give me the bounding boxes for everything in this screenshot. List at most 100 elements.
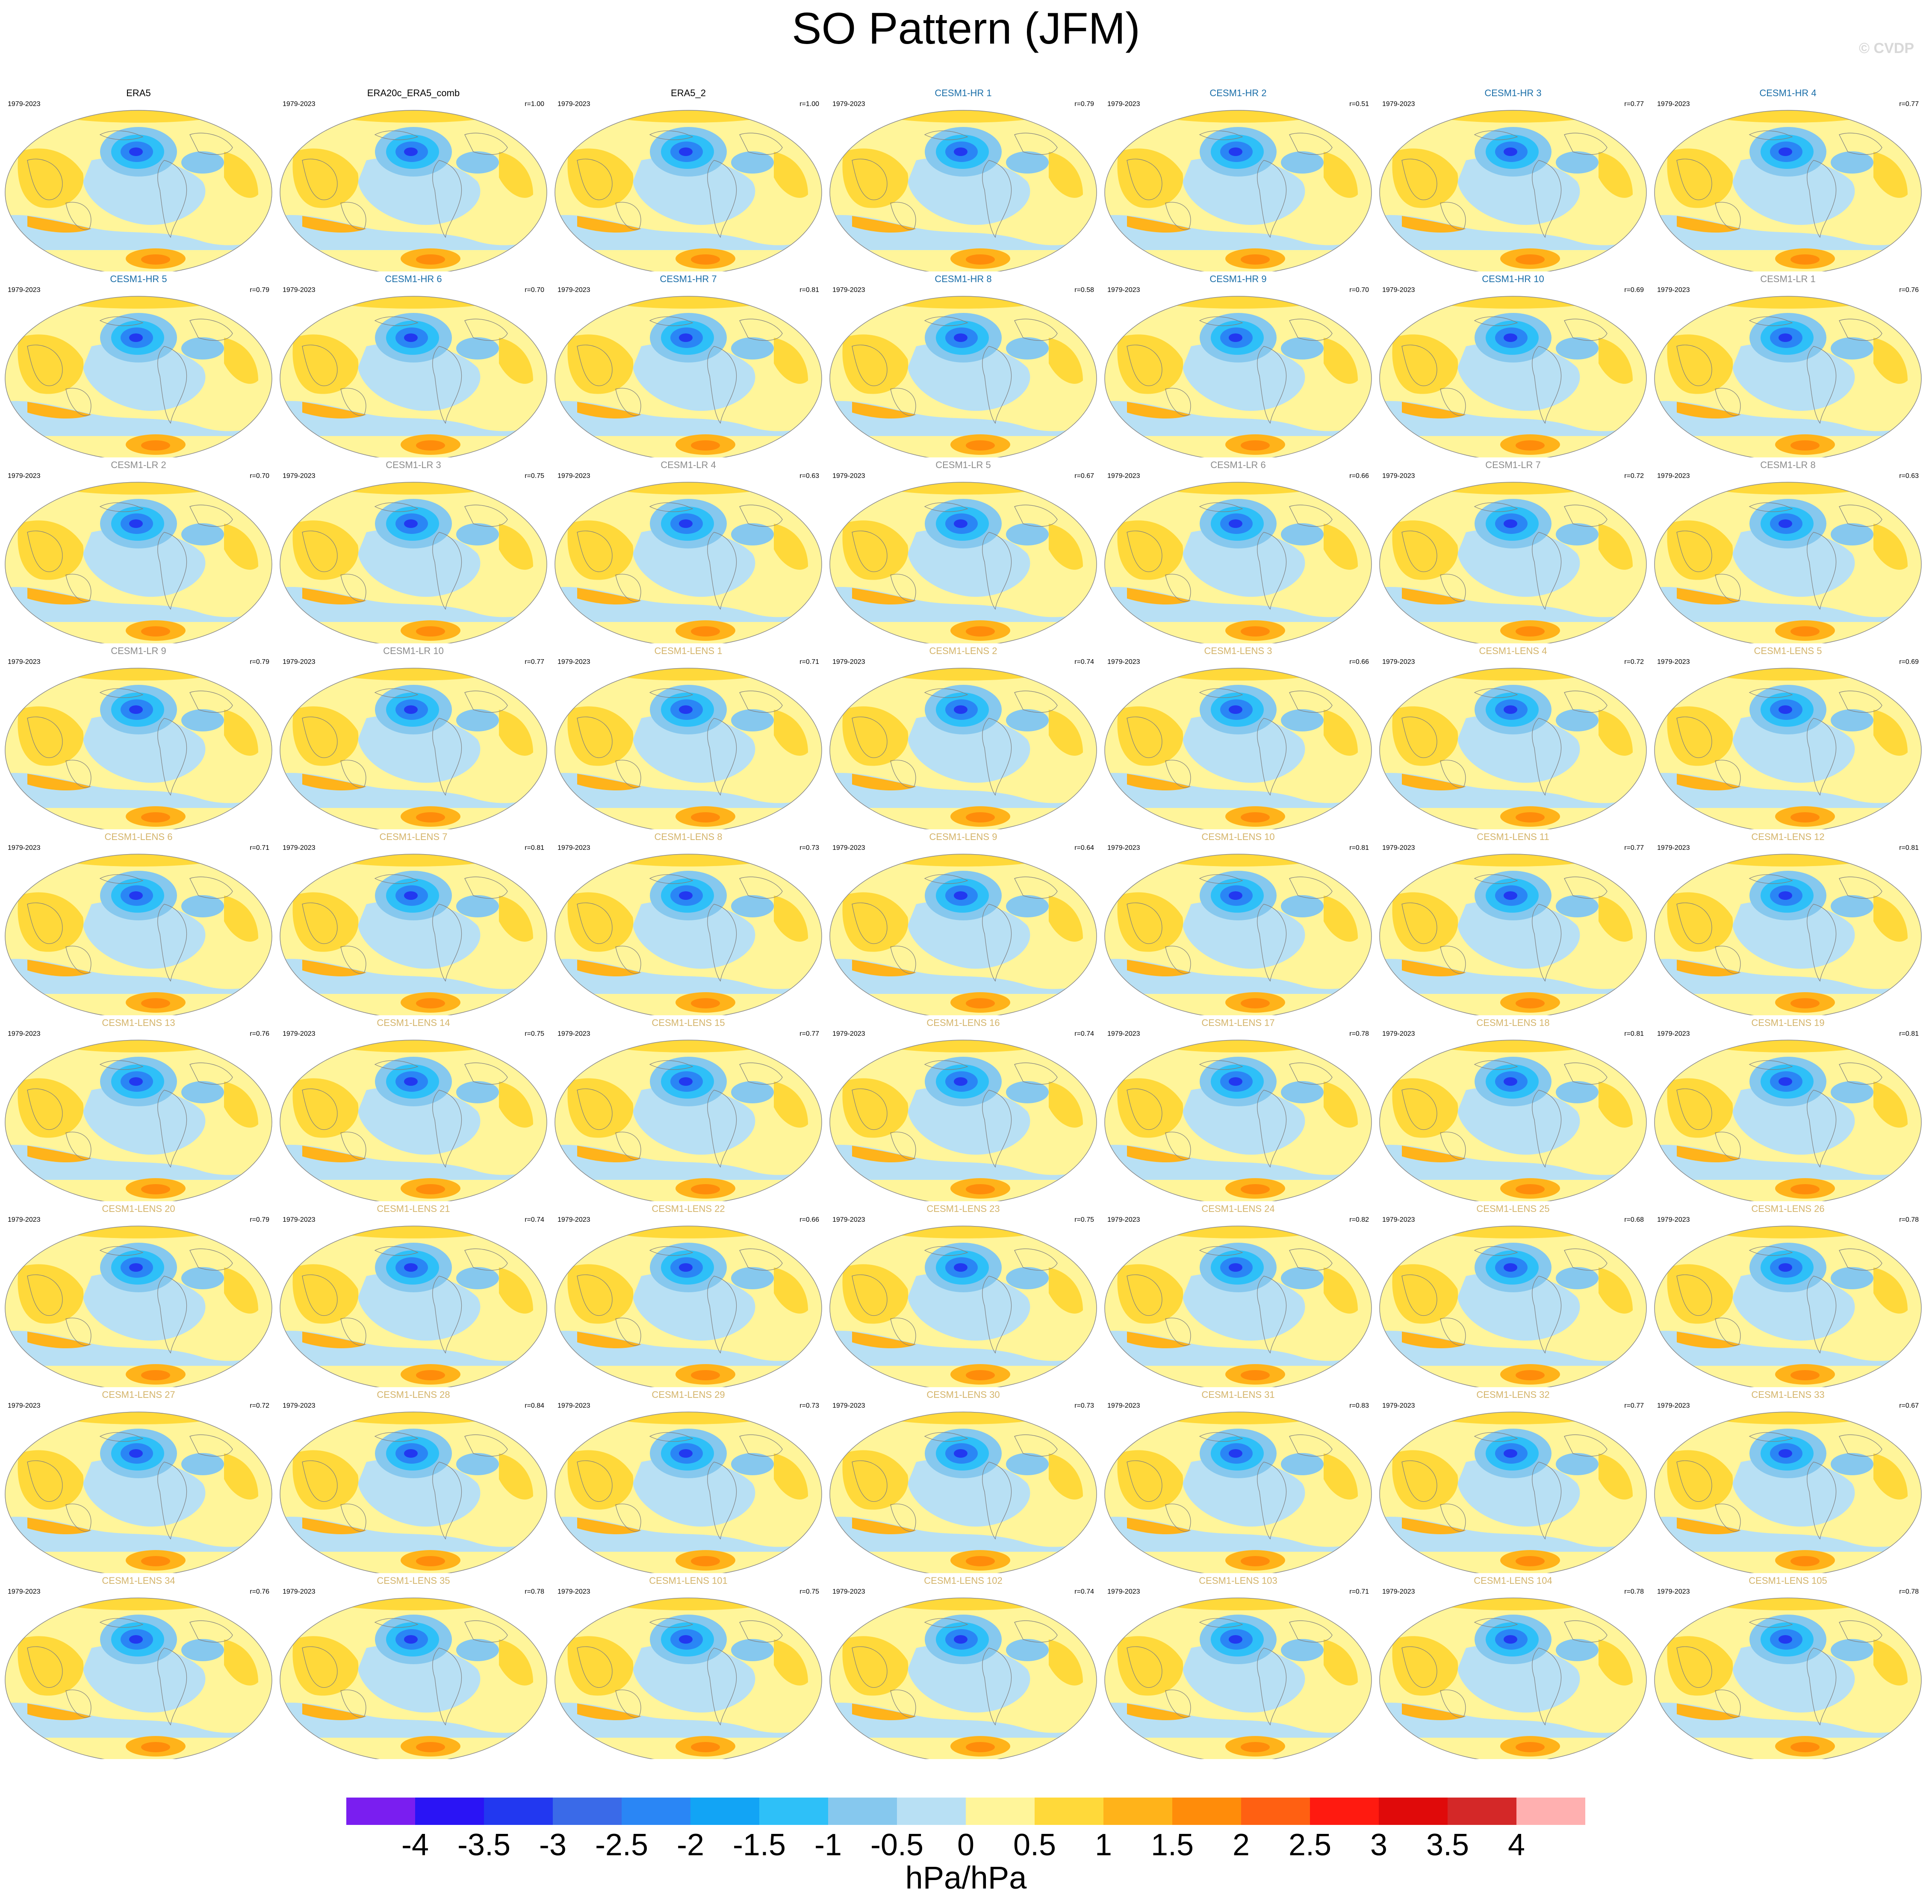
panel-title: CESM1-LENS 21 — [377, 1203, 450, 1214]
panel-correlation: r=0.70 — [250, 472, 269, 480]
map-panel-plot — [280, 1412, 547, 1573]
map-panel-plot — [1104, 110, 1372, 271]
colorbar-swatch — [1516, 1798, 1585, 1825]
map-panel: CESM1-LENS 25 1979-2023 r=0.68 — [1376, 1203, 1650, 1387]
panel-years: 1979-2023 — [1382, 1588, 1415, 1595]
panel-correlation: r=0.74 — [1074, 1030, 1094, 1037]
panel-title: CESM1-LENS 13 — [102, 1017, 175, 1028]
panel-years: 1979-2023 — [1107, 844, 1140, 852]
panel-correlation: r=0.74 — [1074, 1588, 1094, 1595]
panel-correlation: r=0.58 — [1074, 286, 1094, 294]
panel-correlation: r=0.81 — [1349, 844, 1369, 852]
map-panel-plot — [1379, 668, 1647, 829]
panel-title: CESM1-LENS 3 — [1204, 645, 1272, 656]
map-panel: CESM1-LENS 21 1979-2023 r=0.74 — [277, 1203, 550, 1387]
panel-years: 1979-2023 — [557, 286, 590, 294]
map-panel-plot — [829, 296, 1097, 457]
panel-correlation: r=0.81 — [1624, 1030, 1644, 1037]
map-panel-plot — [5, 1226, 272, 1387]
map-panel: CESM1-LR 4 1979-2023 r=0.63 — [552, 460, 825, 643]
colorbar-tick-label: -3 — [539, 1828, 566, 1862]
panel-years: 1979-2023 — [1107, 472, 1140, 480]
panel-years: 1979-2023 — [832, 1216, 865, 1223]
panel-title: CESM1-LENS 2 — [929, 645, 997, 656]
panel-years: 1979-2023 — [283, 844, 316, 852]
map-panel-plot — [555, 854, 822, 1015]
map-panel-plot — [5, 668, 272, 829]
panel-years: 1979-2023 — [1382, 472, 1415, 480]
map-panel-plot — [1379, 1412, 1647, 1573]
panel-title: CESM1-LENS 25 — [1476, 1203, 1550, 1214]
panel-years: 1979-2023 — [832, 286, 865, 294]
panel-years: 1979-2023 — [1657, 1588, 1690, 1595]
panel-title: CESM1-LENS 27 — [102, 1389, 175, 1400]
map-panel-plot — [5, 1597, 272, 1759]
panel-title: CESM1-LENS 22 — [652, 1203, 725, 1214]
map-panel: CESM1-LENS 28 1979-2023 r=0.84 — [277, 1389, 550, 1573]
map-panel: CESM1-HR 8 1979-2023 r=0.58 — [826, 274, 1100, 457]
panel-correlation: r=0.76 — [250, 1030, 269, 1037]
map-panel: CESM1-LR 10 1979-2023 r=0.77 — [277, 645, 550, 829]
map-panel-plot — [5, 1412, 272, 1573]
panel-grid: ERA5 1979-2023 ERA20c_ERA5_comb 1979-2023 r=… — [2, 88, 1925, 1759]
map-panel: CESM1-LENS 19 1979-2023 r=0.81 — [1651, 1017, 1925, 1201]
map-panel-plot — [829, 1597, 1097, 1759]
panel-correlation: r=0.79 — [250, 658, 269, 666]
panel-years: 1979-2023 — [557, 658, 590, 666]
map-panel: CESM1-LENS 101 1979-2023 r=0.75 — [552, 1575, 825, 1759]
panel-title: CESM1-LENS 5 — [1754, 645, 1822, 656]
panel-title: CESM1-HR 1 — [935, 88, 992, 98]
panel-years: 1979-2023 — [1107, 658, 1140, 666]
panel-years: 1979-2023 — [557, 100, 590, 108]
cvdp-credit: © CVDP — [1859, 40, 1914, 56]
panel-title: CESM1-LR 6 — [1210, 460, 1266, 470]
panel-title: CESM1-HR 2 — [1209, 88, 1267, 98]
colorbar-swatch — [1035, 1798, 1103, 1825]
map-panel: ERA20c_ERA5_comb 1979-2023 r=1.00 — [277, 88, 550, 271]
colorbar-swatch — [759, 1798, 828, 1825]
map-panel: CESM1-LENS 20 1979-2023 r=0.79 — [2, 1203, 275, 1387]
map-panel: CESM1-LENS 26 1979-2023 r=0.78 — [1651, 1203, 1925, 1387]
map-panel: CESM1-LENS 13 1979-2023 r=0.76 — [2, 1017, 275, 1201]
panel-title: CESM1-LENS 14 — [377, 1017, 450, 1028]
map-panel-plot — [1379, 482, 1647, 643]
panel-correlation: r=0.76 — [250, 1588, 269, 1595]
panel-years: 1979-2023 — [1382, 658, 1415, 666]
map-panel: CESM1-HR 9 1979-2023 r=0.70 — [1101, 274, 1375, 457]
map-panel-plot — [829, 482, 1097, 643]
panel-years: 1979-2023 — [557, 844, 590, 852]
panel-title: CESM1-LR 3 — [386, 460, 441, 470]
map-panel-plot — [1379, 1226, 1647, 1387]
panel-years: 1979-2023 — [832, 100, 865, 108]
map-panel: CESM1-LENS 17 1979-2023 r=0.78 — [1101, 1017, 1375, 1201]
panel-years: 1979-2023 — [832, 844, 865, 852]
map-panel-plot — [280, 1597, 547, 1759]
panel-years: 1979-2023 — [8, 472, 41, 480]
panel-title: CESM1-LENS 6 — [104, 831, 173, 842]
panel-title: CESM1-LENS 31 — [1201, 1389, 1275, 1400]
map-panel-plot — [1104, 1597, 1372, 1759]
panel-years: 1979-2023 — [1657, 658, 1690, 666]
panel-correlation: r=0.70 — [525, 286, 544, 294]
map-panel: CESM1-LENS 9 1979-2023 r=0.64 — [826, 831, 1100, 1015]
panel-years: 1979-2023 — [8, 1402, 41, 1409]
panel-years: 1979-2023 — [832, 658, 865, 666]
panel-years: 1979-2023 — [8, 844, 41, 852]
map-panel: CESM1-LR 2 1979-2023 r=0.70 — [2, 460, 275, 643]
map-panel-plot — [829, 854, 1097, 1015]
map-panel: CESM1-LENS 5 1979-2023 r=0.69 — [1651, 645, 1925, 829]
panel-correlation: r=1.00 — [799, 100, 819, 108]
colorbar-tick-label: -2 — [677, 1828, 704, 1862]
map-panel: CESM1-LENS 2 1979-2023 r=0.74 — [826, 645, 1100, 829]
colorbar-tick-label: -2.5 — [595, 1828, 648, 1862]
panel-correlation: r=0.70 — [1349, 286, 1369, 294]
map-panel-plot — [1104, 854, 1372, 1015]
panel-title: CESM1-LR 1 — [1760, 274, 1816, 284]
colorbar-swatch — [897, 1798, 966, 1825]
panel-title: CESM1-HR 6 — [385, 274, 442, 284]
panel-correlation: r=0.66 — [799, 1216, 819, 1223]
colorbar-tick-label: 3 — [1370, 1828, 1387, 1862]
map-panel-plot — [1654, 110, 1922, 271]
map-panel: CESM1-LR 8 1979-2023 r=0.63 — [1651, 460, 1925, 643]
map-panel-plot — [1379, 296, 1647, 457]
